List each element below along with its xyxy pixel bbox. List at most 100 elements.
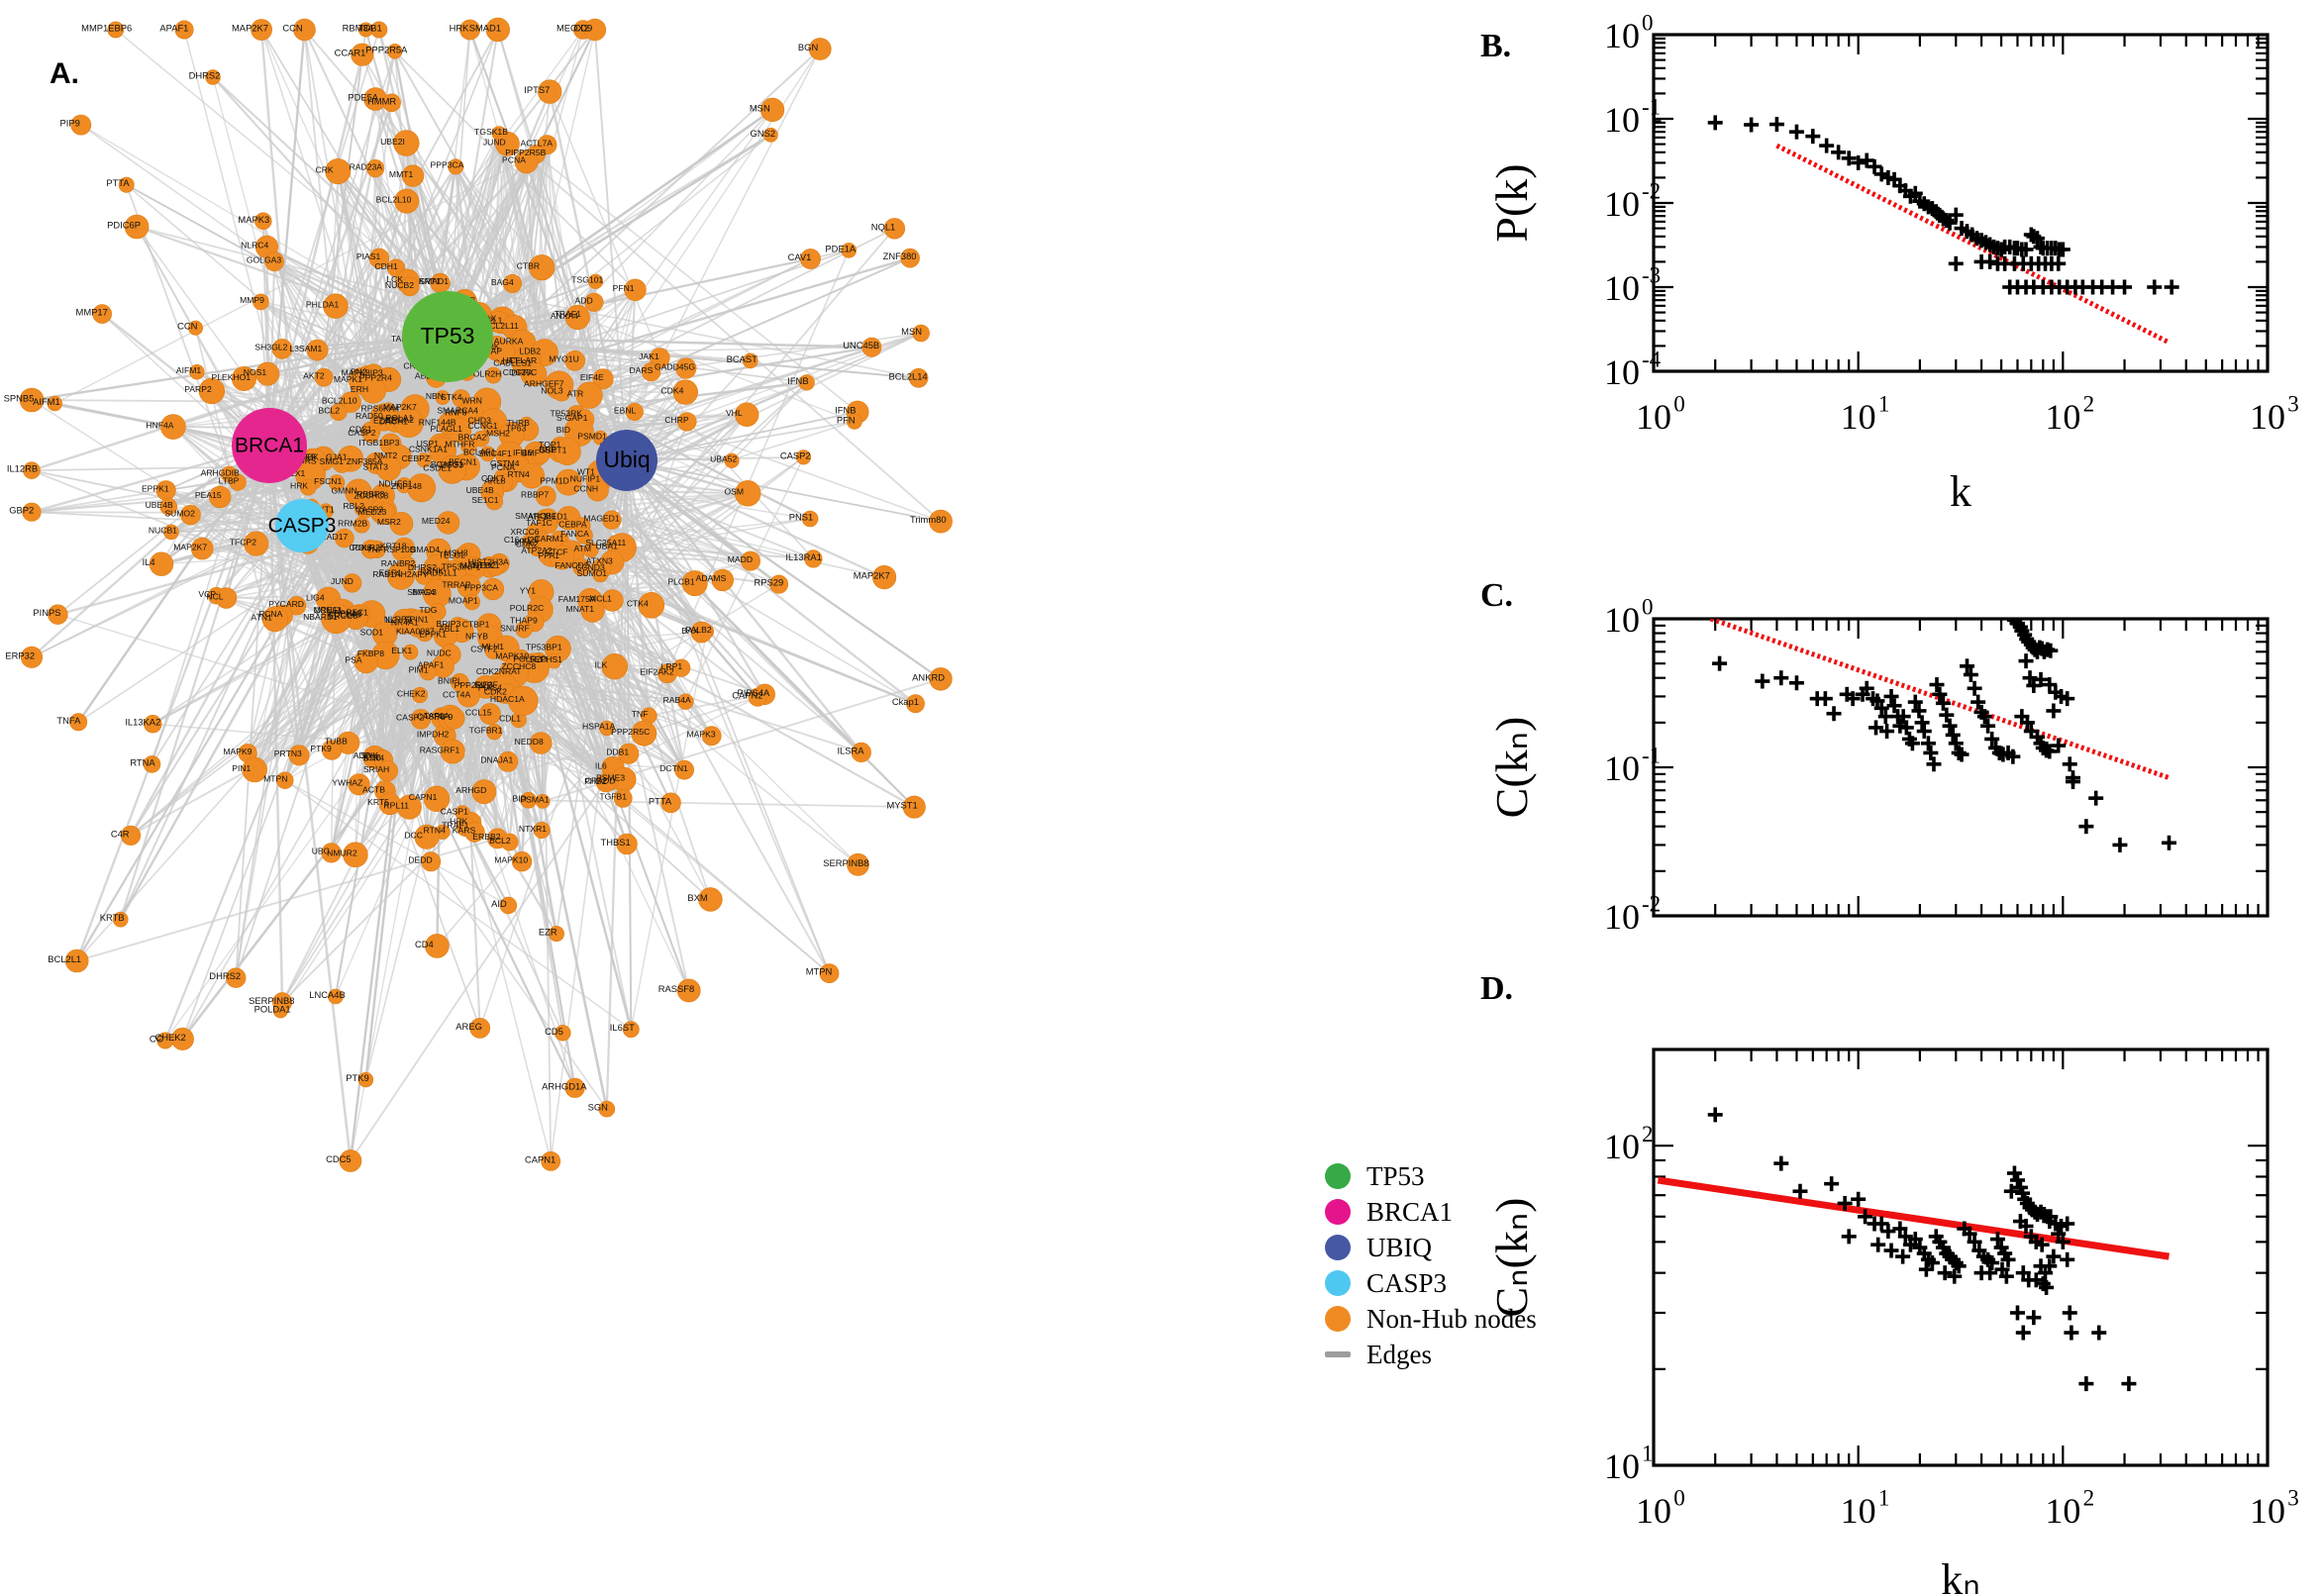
network-node[interactable] <box>583 18 607 42</box>
network-node[interactable] <box>675 357 697 379</box>
network-node[interactable] <box>616 833 638 855</box>
network-node[interactable] <box>359 377 387 404</box>
network-node[interactable] <box>112 911 129 928</box>
network-node[interactable] <box>354 648 378 674</box>
network-node[interactable] <box>107 21 125 39</box>
network-node[interactable] <box>321 740 343 760</box>
network-node[interactable] <box>519 462 546 489</box>
network-node[interactable] <box>592 368 614 390</box>
network-node[interactable] <box>511 850 533 872</box>
network-node[interactable] <box>613 788 633 808</box>
network-node[interactable] <box>425 934 450 958</box>
network-node[interactable] <box>660 792 681 814</box>
network-node[interactable] <box>170 1027 194 1050</box>
network-node[interactable] <box>328 988 344 1005</box>
network-node[interactable] <box>500 833 519 851</box>
network-node[interactable] <box>690 621 713 644</box>
network-node[interactable] <box>742 352 758 369</box>
network-node[interactable] <box>332 453 353 473</box>
network-node[interactable] <box>229 473 247 491</box>
network-node[interactable] <box>306 339 329 361</box>
network-node[interactable] <box>769 574 789 594</box>
network-node[interactable] <box>325 158 352 185</box>
network-node[interactable] <box>701 726 722 747</box>
network-node[interactable] <box>198 377 226 405</box>
network-node[interactable] <box>759 97 785 122</box>
network-node[interactable] <box>159 497 177 516</box>
network-node[interactable] <box>491 341 516 365</box>
network-node[interactable] <box>580 598 605 623</box>
network-node[interactable] <box>471 779 497 805</box>
network-node[interactable] <box>592 566 609 583</box>
network-node[interactable] <box>419 662 438 681</box>
network-node[interactable] <box>523 361 548 386</box>
hub-node-brca1[interactable] <box>232 408 307 483</box>
network-node[interactable] <box>929 667 953 691</box>
network-node[interactable] <box>264 251 285 272</box>
network-node[interactable] <box>587 273 604 289</box>
network-node[interactable] <box>149 551 174 576</box>
network-node[interactable] <box>155 480 176 501</box>
network-node[interactable] <box>92 304 112 324</box>
network-node[interactable] <box>847 852 869 876</box>
network-node[interactable] <box>360 540 381 559</box>
network-node[interactable] <box>415 567 433 585</box>
network-node[interactable] <box>808 38 832 60</box>
network-node[interactable] <box>499 896 518 915</box>
network-node[interactable] <box>271 339 293 359</box>
network-node[interactable] <box>572 557 591 576</box>
network-node[interactable] <box>508 685 539 717</box>
network-node[interactable] <box>293 18 316 42</box>
network-node[interactable] <box>595 772 616 793</box>
network-node[interactable] <box>698 887 723 912</box>
network-node[interactable] <box>549 545 575 570</box>
network-node[interactable] <box>847 413 862 430</box>
network-node[interactable] <box>321 843 342 863</box>
network-node[interactable] <box>314 367 334 387</box>
network-node[interactable] <box>414 824 440 849</box>
network-node[interactable] <box>375 455 402 481</box>
network-node[interactable] <box>433 624 457 648</box>
network-node[interactable] <box>448 158 464 175</box>
panel-b-plot[interactable]: 10 -4 10 -3 10 -2 10 -1 10 0 10 0 10 1 10 2 10 3 k P(k) <box>1456 0 2323 569</box>
network-node[interactable] <box>394 408 424 439</box>
network-node[interactable] <box>533 821 551 839</box>
network-node[interactable] <box>348 773 370 796</box>
network-node[interactable] <box>541 1151 561 1171</box>
network-node[interactable] <box>618 743 640 764</box>
network-node[interactable] <box>242 756 268 783</box>
network-node[interactable] <box>469 1018 491 1039</box>
network-node[interactable] <box>819 963 840 984</box>
network-node[interactable] <box>564 349 586 371</box>
network-node[interactable] <box>795 449 812 465</box>
network-node[interactable] <box>555 1025 571 1042</box>
network-node[interactable] <box>555 468 582 496</box>
network-node[interactable] <box>438 454 467 484</box>
network-node[interactable] <box>286 596 307 616</box>
hub-node-tp53[interactable] <box>402 291 493 382</box>
network-node[interactable] <box>353 516 370 534</box>
network-node[interactable] <box>497 750 519 772</box>
network-node[interactable] <box>677 693 694 710</box>
panel-c-plot[interactable]: 10-2 10-1 10 0 C(kₙ) <box>1456 569 2323 965</box>
network-node[interactable] <box>642 362 661 382</box>
network-node[interactable] <box>900 248 920 268</box>
network-node[interactable] <box>520 791 538 809</box>
network-node[interactable] <box>329 403 348 422</box>
network-node[interactable] <box>734 480 761 507</box>
network-node[interactable] <box>435 390 451 405</box>
network-node[interactable] <box>416 624 434 643</box>
network-node[interactable] <box>19 387 45 413</box>
network-node[interactable] <box>748 687 767 707</box>
network-node[interactable] <box>575 381 603 409</box>
network-node[interactable] <box>188 320 204 336</box>
network-node[interactable] <box>515 621 533 639</box>
network-node[interactable] <box>156 1032 174 1049</box>
network-node[interactable] <box>486 557 505 576</box>
network-node[interactable] <box>382 93 401 113</box>
network-node[interactable] <box>421 851 442 872</box>
network-node[interactable] <box>529 732 553 754</box>
network-node[interactable] <box>411 686 429 704</box>
